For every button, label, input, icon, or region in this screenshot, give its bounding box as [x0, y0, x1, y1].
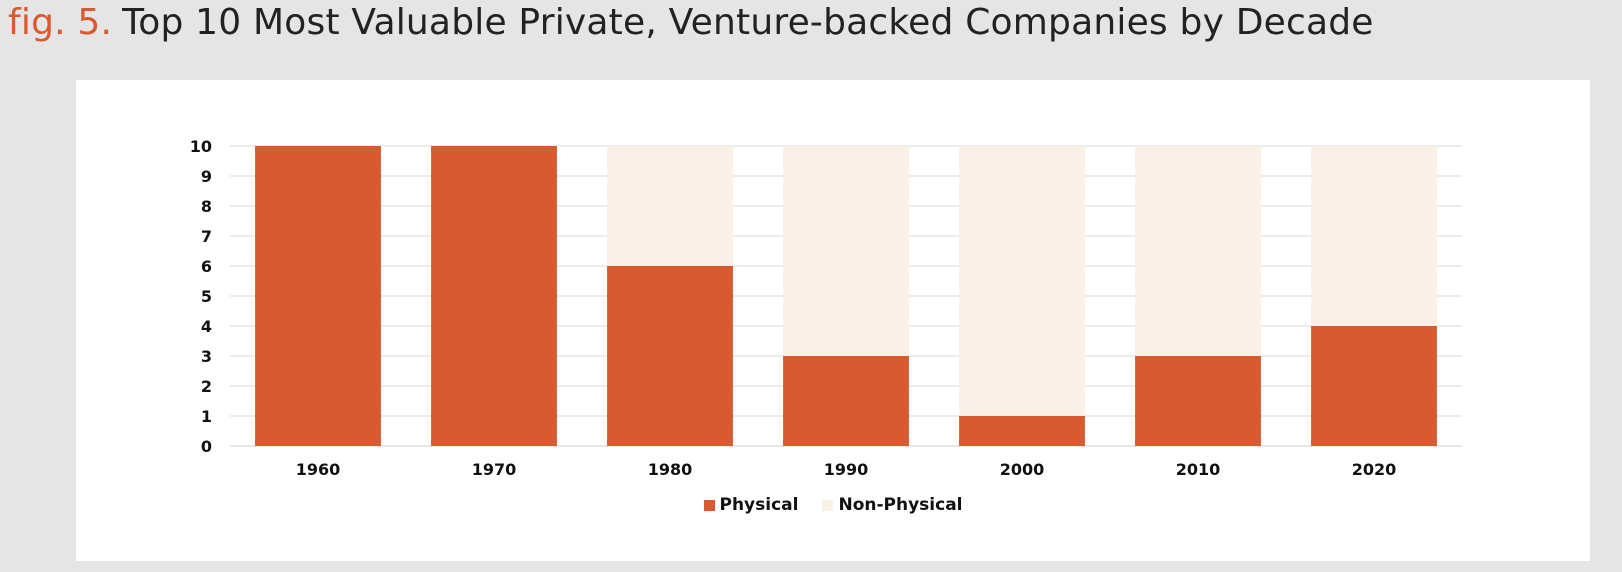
y-tick-label: 5	[201, 287, 212, 306]
x-tick-label: 2000	[1000, 460, 1045, 479]
x-tick-label: 2010	[1176, 460, 1221, 479]
y-tick-label: 0	[201, 437, 212, 456]
y-tick-label: 10	[190, 137, 212, 156]
x-tick-label: 1980	[648, 460, 693, 479]
bar-physical-2010	[1135, 356, 1261, 446]
y-tick-label: 7	[201, 227, 212, 246]
bar-non-physical-2010	[1135, 146, 1261, 356]
legend-swatch-physical	[703, 499, 715, 511]
bar-physical-1970	[431, 146, 557, 446]
bar-physical-2020	[1311, 326, 1437, 446]
bar-physical-2000	[959, 416, 1085, 446]
x-axis-ticks: 1960 1970 1980 1990 2000 2010 2020	[296, 460, 1397, 479]
legend: Physical Non-Physical	[76, 495, 1590, 515]
stacked-bar-chart: 0 1 2 3 4 5 6 7 8 9 10 1960 1970 1980 1990 2000 2010 202…	[190, 137, 1462, 479]
bar-non-physical-1980	[607, 146, 733, 266]
bar-non-physical-2000	[959, 146, 1085, 416]
figure-label: fig. 5.	[8, 2, 113, 43]
x-tick-label: 1990	[824, 460, 869, 479]
y-tick-label: 4	[201, 317, 212, 336]
x-tick-label: 1970	[472, 460, 517, 479]
figure-title: fig. 5. Top 10 Most Valuable Private, Ven…	[8, 0, 1374, 46]
y-tick-label: 6	[201, 257, 212, 276]
y-tick-label: 2	[201, 377, 212, 396]
legend-swatch-non-physical	[822, 499, 834, 511]
y-axis-ticks: 0 1 2 3 4 5 6 7 8 9 10	[190, 137, 212, 456]
y-tick-label: 9	[201, 167, 212, 186]
chart-card: 0 1 2 3 4 5 6 7 8 9 10 1960 1970 1980 1990 2000 2010 202…	[76, 80, 1590, 561]
y-tick-label: 1	[201, 407, 212, 426]
figure-title-text: Top 10 Most Valuable Private, Venture-ba…	[122, 2, 1374, 43]
bar-non-physical-2020	[1311, 146, 1437, 326]
x-tick-label: 1960	[296, 460, 341, 479]
legend-item-non-physical: Non-Physical	[822, 495, 963, 515]
bar-physical-1990	[783, 356, 909, 446]
bar-physical-1960	[255, 146, 381, 446]
bar-non-physical-1990	[783, 146, 909, 356]
bar-physical-1980	[607, 266, 733, 446]
y-tick-label: 8	[201, 197, 212, 216]
bars	[255, 146, 1437, 446]
legend-label-physical: Physical	[719, 495, 799, 515]
legend-item-physical: Physical	[703, 495, 799, 515]
x-tick-label: 2020	[1352, 460, 1397, 479]
legend-label-non-physical: Non-Physical	[838, 495, 963, 515]
y-tick-label: 3	[201, 347, 212, 366]
